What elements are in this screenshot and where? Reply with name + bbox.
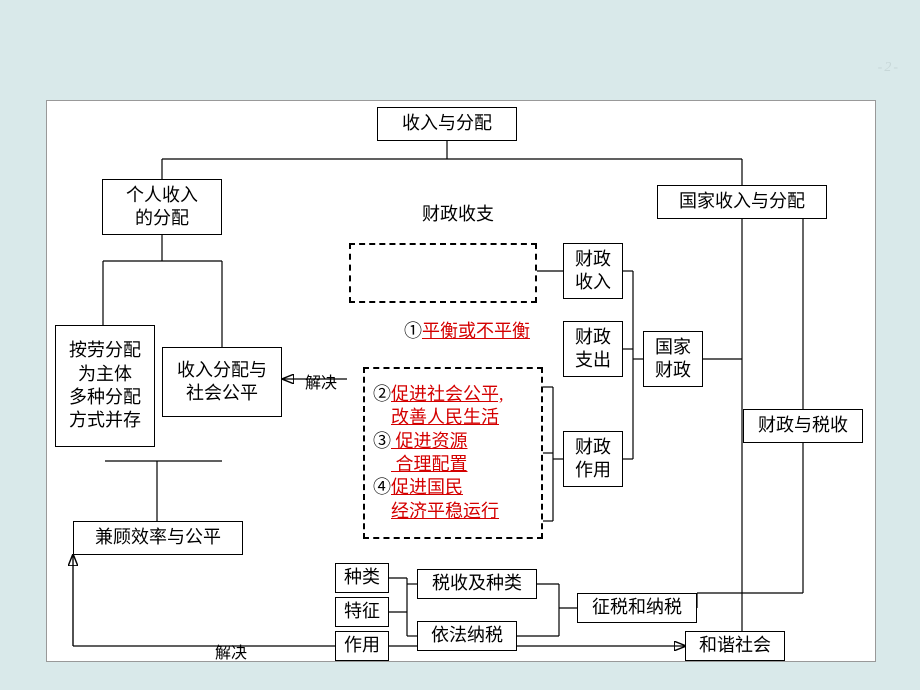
dashed-box-roles: ②促进社会公平, 改善人民生活③ 促进资源 合理配置④促进国民 经济平稳运行 bbox=[363, 367, 543, 539]
node-kind: 种类 bbox=[335, 563, 389, 593]
node-fin-in: 财政 收入 bbox=[563, 243, 623, 299]
node-fin-out: 财政 支出 bbox=[563, 321, 623, 377]
d2-line-3-red: 合理配置 bbox=[391, 454, 468, 474]
node-personal: 个人收入 的分配 bbox=[102, 179, 222, 235]
d2-line-5-plain bbox=[373, 501, 391, 521]
d2-line-1-plain bbox=[373, 407, 391, 427]
d2-content: ②促进社会公平, 改善人民生活③ 促进资源 合理配置④促进国民 经济平稳运行 bbox=[373, 383, 504, 523]
d2-line-0-plain: ② bbox=[373, 384, 391, 404]
node-fin-role: 财政 作用 bbox=[563, 431, 623, 487]
node-fairbox: 收入分配与 社会公平 bbox=[162, 347, 282, 417]
node-func: 作用 bbox=[335, 631, 389, 661]
d2-line-2-plain: ③ bbox=[373, 431, 391, 451]
d1-l2-red: 平衡或不平衡 bbox=[422, 321, 530, 341]
d2-line-2: ③ 促进资源 bbox=[373, 430, 504, 453]
d2-line-0: ②促进社会公平, bbox=[373, 383, 504, 406]
node-efffair: 兼顾效率与公平 bbox=[73, 521, 243, 555]
d2-line-5: 经济平稳运行 bbox=[373, 500, 504, 523]
node-national: 国家收入与分配 bbox=[657, 185, 827, 219]
diagram-area: 收入与分配 个人收入 的分配 国家收入与分配 按劳分配 为主体 多种分配 方式并… bbox=[46, 100, 876, 662]
node-fintax: 财政与税收 bbox=[743, 409, 863, 443]
d2-line-3: 合理配置 bbox=[373, 453, 504, 476]
d1-line2: ①平衡或不平衡 bbox=[359, 296, 530, 366]
d2-line-5-red: 经济平稳运行 bbox=[391, 501, 499, 521]
node-feat: 特征 bbox=[335, 597, 389, 627]
d2-line-4-plain: ④ bbox=[373, 477, 391, 497]
d1-l2-plain: ① bbox=[404, 321, 422, 341]
d2-line-4-red: 促进国民 bbox=[391, 477, 463, 497]
d2-line-0-red: 促进社会公平, bbox=[391, 384, 504, 404]
d2-line-1: 改善人民生活 bbox=[373, 406, 504, 429]
node-taxkind: 税收及种类 bbox=[417, 569, 537, 599]
slide-stage: -2- 收入与分配 个人收入 的分配 国家收入与分配 按劳分配 为主体 多种分配… bbox=[0, 0, 920, 690]
d1-l1-plain: 财政收支 bbox=[404, 204, 494, 224]
d2-line-2-red: 促进资源 bbox=[391, 431, 468, 451]
node-ldist: 按劳分配 为主体 多种分配 方式并存 bbox=[55, 325, 155, 447]
node-natfin: 国家 财政 bbox=[643, 331, 703, 387]
d2-line-3-plain bbox=[373, 454, 391, 474]
node-paytax: 依法纳税 bbox=[417, 621, 517, 651]
node-harmony: 和谐社会 bbox=[685, 631, 785, 661]
label-solve-2: 解决 bbox=[215, 639, 247, 663]
d2-line-4: ④促进国民 bbox=[373, 476, 504, 499]
d2-line-1-red: 改善人民生活 bbox=[391, 407, 499, 427]
node-collect: 征税和纳税 bbox=[577, 593, 697, 623]
dashed-box-balance: 财政收支 ①平衡或不平衡 bbox=[349, 243, 537, 303]
page-number: -2- bbox=[878, 60, 900, 76]
label-solve-1: 解决 bbox=[305, 369, 337, 393]
d1-line1: 财政收支 bbox=[359, 179, 530, 249]
